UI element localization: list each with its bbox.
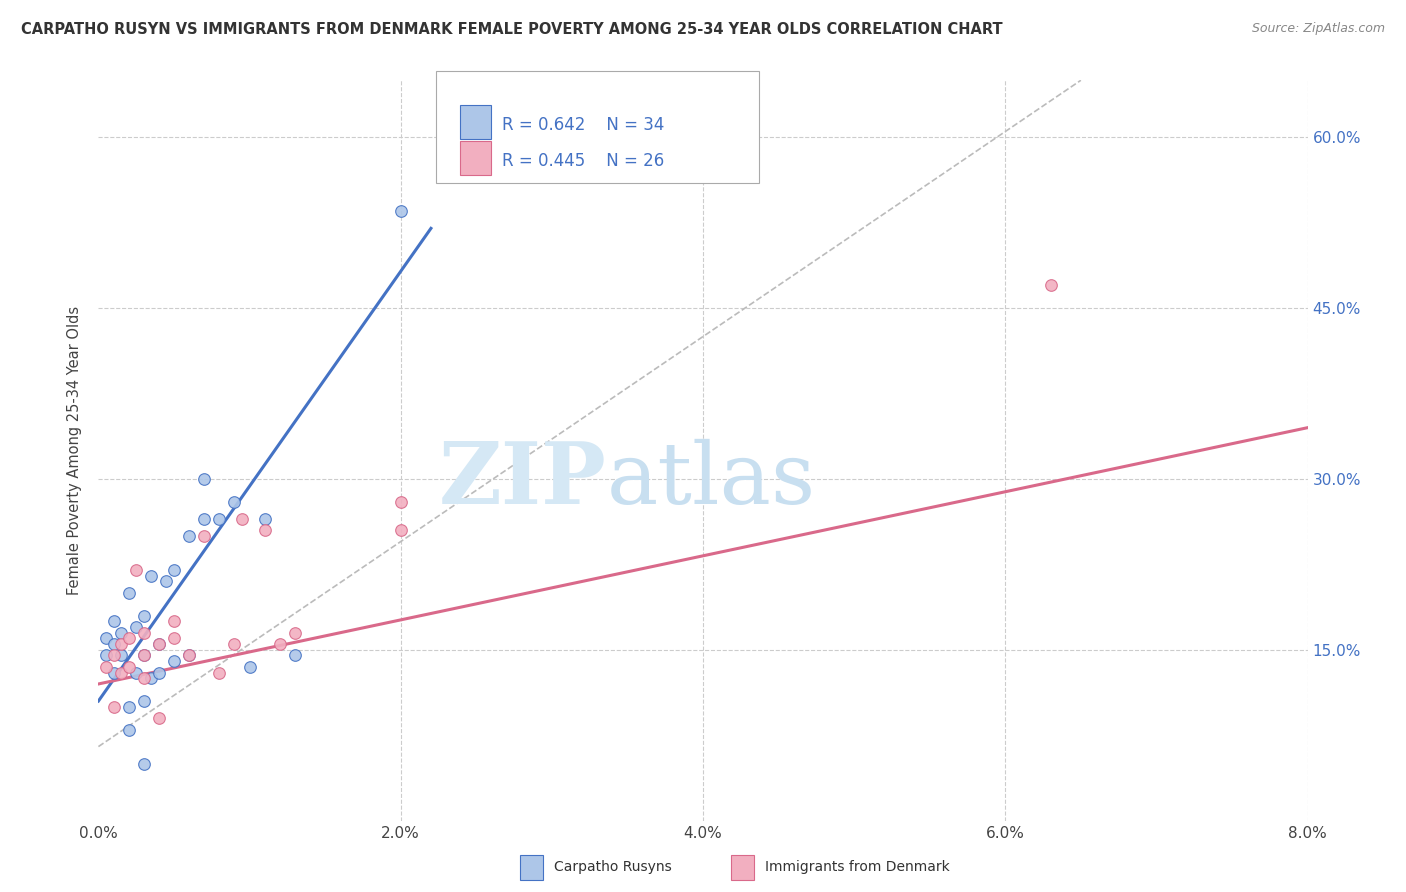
Point (163, 654, 186, 668)
Point (132, 671, 155, 685)
Point (231, 512, 253, 526)
Point (110, 637, 132, 651)
Point (110, 625, 132, 640)
Point (148, 711, 170, 725)
Point (141, 671, 163, 685)
Point (148, 665, 170, 680)
Point (224, 494, 246, 508)
Text: atlas: atlas (606, 439, 815, 522)
Point (163, 615, 186, 629)
Text: R = 0.642    N = 34: R = 0.642 N = 34 (502, 116, 664, 134)
Point (253, 523, 276, 537)
Text: Immigrants from Denmark: Immigrants from Denmark (765, 860, 949, 874)
Point (110, 648, 132, 663)
Point (132, 625, 155, 640)
Point (132, 648, 155, 663)
Text: CARPATHO RUSYN VS IMMIGRANTS FROM DENMARK FEMALE POVERTY AMONG 25-34 YEAR OLDS C: CARPATHO RUSYN VS IMMIGRANTS FROM DENMAR… (21, 22, 1002, 37)
Point (94, 632, 117, 646)
Point (103, 648, 125, 663)
Point (163, 563, 186, 577)
Point (125, 665, 148, 680)
Point (163, 632, 186, 646)
Point (94, 648, 117, 663)
Y-axis label: Female Poverty Among 25-34 Year Olds: Female Poverty Among 25-34 Year Olds (67, 306, 83, 595)
Point (389, 494, 412, 508)
Point (193, 512, 215, 526)
Point (284, 625, 307, 640)
Point (389, 204, 412, 219)
Point (125, 620, 148, 634)
Point (1039, 278, 1062, 293)
Point (118, 586, 141, 600)
Text: Source: ZipAtlas.com: Source: ZipAtlas.com (1251, 22, 1385, 36)
Point (193, 529, 215, 543)
Point (118, 632, 141, 646)
Point (103, 665, 125, 680)
Point (110, 665, 132, 680)
Point (269, 637, 291, 651)
Point (179, 648, 201, 663)
Point (132, 608, 155, 623)
Point (118, 699, 141, 714)
Point (155, 574, 177, 589)
Point (141, 568, 163, 582)
Point (389, 523, 412, 537)
Point (148, 637, 170, 651)
Point (224, 637, 246, 651)
Text: Carpatho Rusyns: Carpatho Rusyns (554, 860, 672, 874)
Text: ZIP: ZIP (439, 438, 606, 522)
Point (179, 529, 201, 543)
Point (239, 660, 262, 674)
Point (193, 472, 215, 486)
Point (148, 637, 170, 651)
Text: R = 0.445    N = 26: R = 0.445 N = 26 (502, 152, 664, 169)
Point (208, 665, 231, 680)
Point (125, 563, 148, 577)
Point (103, 699, 125, 714)
Point (103, 637, 125, 651)
Point (253, 512, 276, 526)
Point (661, 164, 683, 178)
Point (103, 615, 125, 629)
Point (118, 660, 141, 674)
Point (94, 660, 117, 674)
Point (179, 648, 201, 663)
Point (132, 694, 155, 708)
Point (132, 756, 155, 771)
Point (118, 723, 141, 737)
Point (208, 512, 231, 526)
Point (284, 648, 307, 663)
Point (132, 648, 155, 663)
